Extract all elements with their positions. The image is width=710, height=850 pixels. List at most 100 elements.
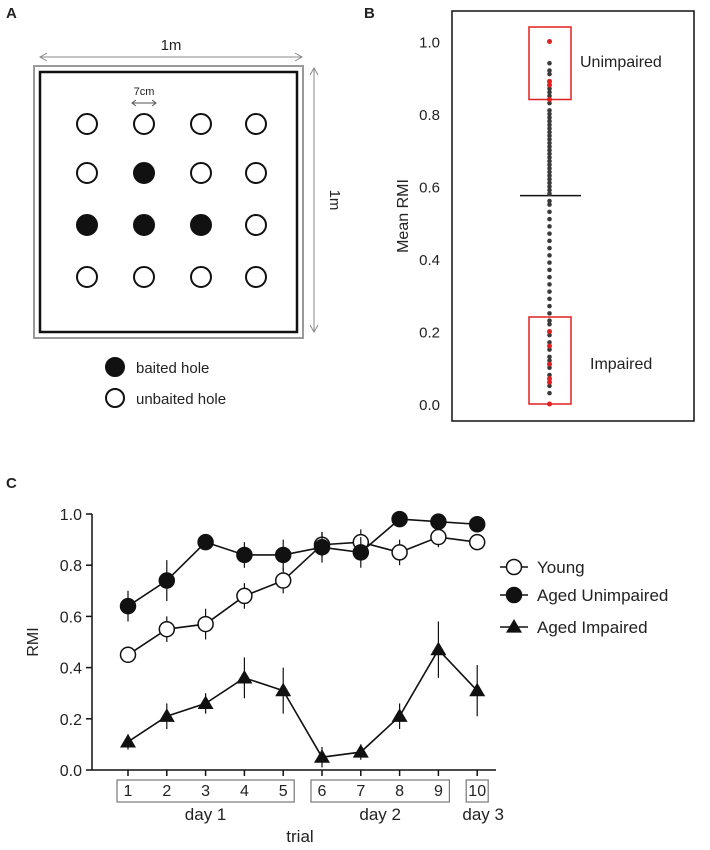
point-young-3 bbox=[197, 615, 214, 633]
point-young-5 bbox=[274, 572, 292, 589]
panel-b-point-grey-34 bbox=[547, 216, 552, 222]
panel-b-point-grey-10 bbox=[547, 118, 552, 124]
panel-b-point-grey-14 bbox=[547, 133, 552, 139]
baited-hole-legend-marker bbox=[105, 357, 125, 377]
panel-b-point-grey-50 bbox=[547, 332, 552, 338]
series-line-aged-impaired bbox=[127, 648, 478, 759]
legend-label-young: Young bbox=[537, 558, 585, 577]
unbaited-hole-r2-c3 bbox=[190, 162, 212, 184]
panel-c-x-tick-label-2: 2 bbox=[162, 783, 171, 800]
panel-b-point-red-1 bbox=[547, 78, 552, 84]
baited-hole-r3-c3 bbox=[190, 214, 212, 236]
point-aged-impaired-4 bbox=[236, 669, 253, 684]
arena-inner-wall bbox=[38, 70, 299, 334]
panel-b-point-grey-41 bbox=[547, 267, 552, 273]
panel-b-point-grey-28 bbox=[547, 184, 552, 189]
panel-b-point-grey-17 bbox=[547, 144, 552, 149]
unbaited-hole-r4-c1 bbox=[76, 266, 98, 288]
point-aged-unimpaired-7 bbox=[352, 544, 370, 561]
panel-c-x-tick-label-9: 9 bbox=[434, 783, 443, 800]
panel-b-point-grey-13 bbox=[547, 129, 552, 135]
panel-b-point-grey-2 bbox=[547, 71, 552, 77]
panel-b-point-grey-57 bbox=[547, 383, 552, 389]
panel-b-y-tick-label-1: 0.2 bbox=[419, 325, 440, 342]
panel-b-point-grey-20 bbox=[547, 155, 552, 160]
baited-hole-legend-label: baited hole bbox=[136, 360, 209, 377]
panel-b-point-red-2 bbox=[547, 82, 552, 88]
panel-c-x-tick-label-4: 4 bbox=[240, 783, 249, 800]
panel-b-point-grey-32 bbox=[547, 202, 552, 207]
legend-marker-aged-unimpaired bbox=[505, 586, 523, 604]
panel-b-point-grey-5 bbox=[547, 93, 552, 99]
panel-b-point-grey-25 bbox=[547, 173, 552, 178]
unbaited-hole-r4-c4 bbox=[245, 266, 267, 288]
panel-b-y-axis-label: Mean RMI bbox=[395, 179, 412, 253]
panel-c-y-tick-label-1: 0.2 bbox=[60, 712, 82, 729]
point-young-10 bbox=[468, 533, 486, 551]
panel-b-point-grey-51 bbox=[547, 340, 552, 345]
panel-b-point-grey-21 bbox=[547, 158, 552, 164]
panel-b-point-red-7 bbox=[547, 376, 552, 382]
panel-b-point-grey-18 bbox=[547, 147, 552, 153]
panel-b-point-grey-30 bbox=[547, 191, 552, 197]
panel-c-y-tick-label-3: 0.6 bbox=[60, 609, 82, 626]
unbaited-hole-legend-label: unbaited hole bbox=[136, 391, 226, 408]
point-aged-impaired-8 bbox=[391, 708, 408, 722]
panel-b-point-grey-8 bbox=[547, 111, 552, 117]
panel-b-point-grey-37 bbox=[547, 238, 552, 244]
series-aged-impaired bbox=[120, 621, 486, 768]
point-aged-unimpaired-8 bbox=[391, 510, 408, 528]
height-label: 1m bbox=[326, 190, 343, 211]
height-arrow-bottom-head bbox=[309, 324, 319, 334]
panel-b-point-grey-53 bbox=[547, 354, 552, 360]
panel-b-point-grey-52 bbox=[547, 347, 552, 352]
panel-c-x-tick-label-8: 8 bbox=[395, 783, 404, 800]
panel-b-point-grey-44 bbox=[547, 289, 552, 294]
panel-c-day-box-1 bbox=[116, 779, 295, 803]
unbaited-hole-r4-c3 bbox=[190, 266, 212, 288]
unimpaired-annotation: Unimpaired bbox=[580, 54, 662, 71]
panel-a: 1m 1m 7cm baited hole unbaited hole bbox=[33, 37, 343, 408]
panel-b-point-grey-9 bbox=[547, 115, 552, 120]
panel-c-y-tick-label-2: 0.4 bbox=[60, 661, 82, 678]
panel-c-x-tick-label-10: 10 bbox=[468, 783, 486, 800]
unbaited-hole-r4-c2 bbox=[133, 266, 155, 288]
panel-b-point-red-0 bbox=[547, 39, 552, 44]
panel-b-y-tick-label-0: 0.0 bbox=[419, 397, 440, 414]
panel-b-point-grey-3 bbox=[547, 86, 552, 91]
panel-b-y-tick-label-4: 0.8 bbox=[419, 107, 440, 124]
panel-b-y-axis: 0.0 0.2 0.4 0.6 0.8 1.0 bbox=[419, 35, 440, 415]
panel-c-day-box-2 bbox=[310, 779, 450, 803]
panel-b-point-grey-31 bbox=[547, 198, 552, 204]
panel-c-y-tick-label-5: 1.0 bbox=[60, 507, 82, 524]
panel-c-day-label-1: day 1 bbox=[185, 805, 227, 824]
series-aged-unimpaired bbox=[119, 510, 486, 622]
point-aged-impaired-7 bbox=[352, 744, 369, 758]
panel-c-x-axis-label: trial bbox=[286, 827, 313, 846]
panel-c-x-tick-label-6: 6 bbox=[318, 783, 327, 800]
panel-b-point-grey-36 bbox=[547, 231, 552, 236]
point-aged-impaired-3 bbox=[197, 695, 214, 710]
spacing-arrow-right-head bbox=[151, 99, 157, 107]
panel-b-point-grey-19 bbox=[547, 151, 552, 157]
panel-b-point-grey-49 bbox=[547, 321, 552, 327]
point-aged-unimpaired-4 bbox=[236, 546, 253, 564]
panel-b: Mean RMI 0.0 0.2 0.4 0.6 0.8 1.0 Unimpaired Im… bbox=[395, 10, 695, 422]
panel-b-point-red-9 bbox=[547, 401, 552, 407]
panel-label-c: C bbox=[6, 475, 17, 492]
panel-b-point-grey-47 bbox=[547, 311, 552, 316]
panel-b-point-grey-42 bbox=[547, 274, 552, 280]
legend-label-aged-impaired: Aged Impaired bbox=[537, 618, 648, 637]
panel-c-ticks: 0.0 0.2 0.4 0.6 0.8 1.0 1 2 3 4 5 6 7 8 9 10 day 1 day 2 d… bbox=[60, 507, 504, 824]
point-aged-impaired-6 bbox=[314, 749, 330, 763]
panel-b-point-grey-6 bbox=[547, 100, 552, 106]
panel-b-point-grey-27 bbox=[547, 180, 552, 186]
panel-c-legend: Young Aged Unimpaired Aged Impaired bbox=[500, 558, 668, 637]
unbaited-hole-r3-c4 bbox=[245, 214, 267, 236]
panel-b-point-red-8 bbox=[547, 379, 552, 385]
panel-b-point-red-5 bbox=[547, 343, 552, 349]
panel-b-point-red-3 bbox=[547, 97, 552, 102]
legend-marker-aged-impaired bbox=[506, 619, 522, 633]
unbaited-hole-r1-c1 bbox=[76, 113, 98, 135]
panel-b-point-grey-45 bbox=[547, 296, 552, 302]
